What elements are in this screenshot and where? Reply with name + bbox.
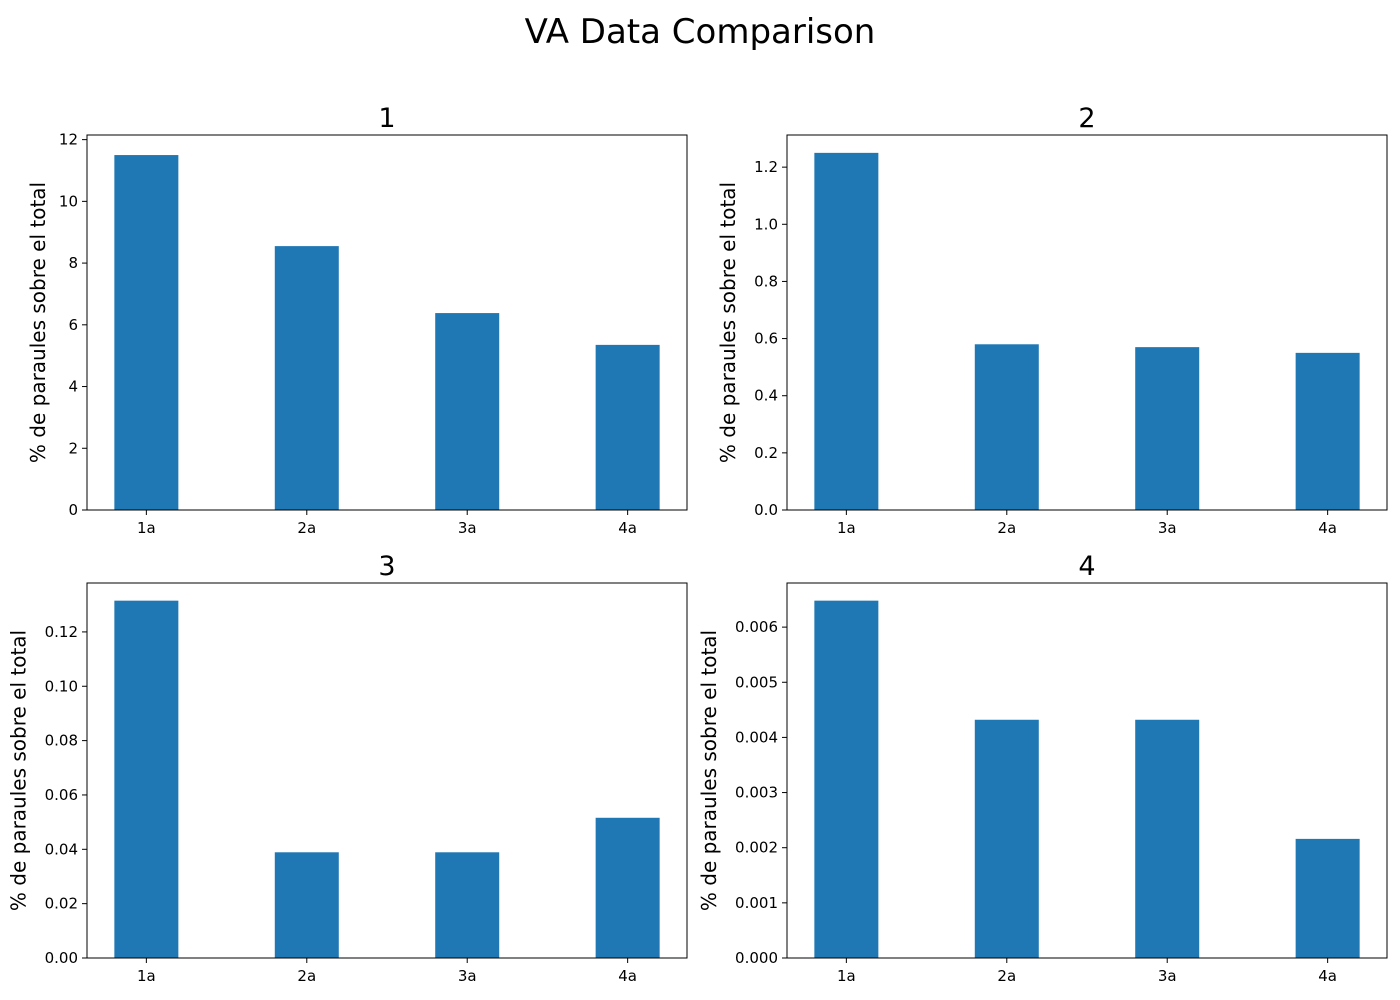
y-tick-label: 0.005 [735,673,778,691]
axes-frame [786,582,1388,959]
x-tick-label: 4a [1318,519,1337,537]
bar-3a [1135,347,1200,510]
y-tick-label: 0.006 [735,618,778,636]
bar-3a [435,313,500,510]
y-tick-label: 0.12 [45,623,78,641]
subplot-title: 3 [378,551,395,582]
subplot-title: 2 [1078,103,1095,134]
bar-2a [974,719,1039,958]
y-tick-label: 0.08 [45,732,78,750]
x-tick-label: 4a [618,519,637,537]
y-axis-label: % de paraules sobre el total [7,630,31,911]
subplot-3: 3 0.00 0.02 0.04 0.06 0.08 0.10 0.12 1a 2a 3a 4a % d… [7,551,688,985]
bar-1a [114,155,179,510]
y-tick-label: 0.001 [735,894,778,912]
y-tick-label: 4 [68,378,78,396]
x-tick-label: 3a [458,967,477,985]
bar-4a [595,817,660,958]
y-tick-label: 0.00 [45,949,78,967]
x-tick-label: 1a [837,967,856,985]
x-tick-label: 1a [837,519,856,537]
x-tick-label: 4a [618,967,637,985]
x-tick-label: 1a [137,967,156,985]
x-tick-label: 2a [997,519,1016,537]
y-tick-label: 0.003 [735,784,778,802]
subplot-4: 4 0.000 0.001 0.002 0.003 0.004 0.005 0.006 1a 2a… [697,551,1388,985]
y-tick-label: 0.002 [735,839,778,857]
bar-2a [974,344,1039,510]
bar-3a [435,852,500,958]
y-axis-label: % de paraules sobre el total [697,630,721,911]
y-tick-label: 0.4 [754,387,778,405]
axes-frame [786,134,1388,511]
y-tick-label: 0.8 [754,272,778,290]
bar-4a [595,344,660,510]
bar-3a [1135,719,1200,958]
x-tick-label: 1a [137,519,156,537]
y-tick-label: 0.2 [754,444,778,462]
y-tick-label: 0.004 [735,728,778,746]
bar-1a [114,600,179,958]
subplot-title: 4 [1078,551,1095,582]
y-tick-label: 0.02 [45,895,78,913]
x-tick-label: 3a [1158,967,1177,985]
y-tick-label: 0.0 [754,501,778,519]
y-tick-label: 0.6 [754,330,778,348]
subplot-title: 1 [378,103,395,134]
bar-1a [814,600,879,958]
figure-title: VA Data Comparison [524,12,876,52]
y-tick-label: 6 [68,316,78,334]
bar-1a [814,152,879,510]
x-tick-label: 4a [1318,967,1337,985]
y-axis-label: % de paraules sobre el total [716,182,740,463]
bar-4a [1295,838,1360,958]
y-axis-label: % de paraules sobre el total [26,182,50,463]
y-tick-label: 1.2 [754,158,778,176]
x-tick-label: 3a [458,519,477,537]
y-tick-label: 8 [68,254,78,272]
y-tick-label: 10 [59,192,78,210]
bar-2a [274,246,339,510]
x-tick-label: 2a [297,967,316,985]
bar-4a [1295,352,1360,510]
y-tick-label: 2 [68,439,78,457]
axes-frame [86,582,688,959]
subplot-2: 2 0.0 0.2 0.4 0.6 0.8 1.0 1.2 1a 2a 3a 4a % de parau… [716,103,1388,537]
x-tick-label: 3a [1158,519,1177,537]
y-tick-label: 0.04 [45,840,78,858]
bar-2a [274,852,339,958]
y-tick-label: 0.10 [45,677,78,695]
x-tick-label: 2a [997,967,1016,985]
x-tick-label: 2a [297,519,316,537]
axes-frame [86,134,688,511]
y-tick-label: 0.000 [735,949,778,967]
y-tick-label: 0.06 [45,786,78,804]
y-tick-label: 1.0 [754,215,778,233]
y-tick-label: 0 [68,501,78,519]
y-tick-label: 12 [59,131,78,149]
